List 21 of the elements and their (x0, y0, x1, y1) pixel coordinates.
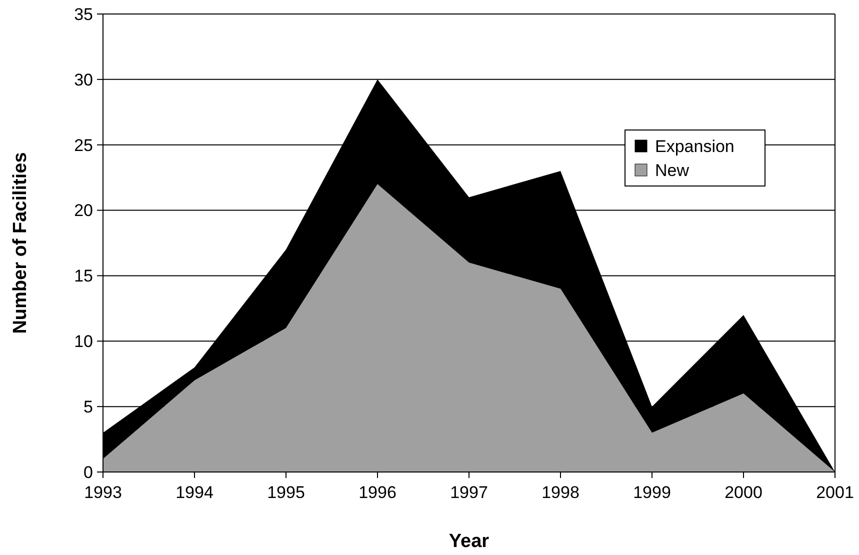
y-tick-label: 25 (74, 136, 93, 155)
y-tick-label: 5 (84, 398, 93, 417)
y-tick-label: 20 (74, 201, 93, 220)
y-tick-label: 15 (74, 266, 93, 286)
y-tick-label: 35 (74, 4, 93, 24)
legend-label: Expansion (655, 136, 734, 156)
x-axis-title: Year (448, 531, 490, 552)
y-tick-label: 10 (74, 332, 93, 352)
y-tick-label: 0 (84, 462, 93, 482)
x-tick-label: 2001 (816, 483, 854, 502)
y-axis-title: Number of Facilities (10, 152, 31, 334)
x-tick-label: 1995 (267, 483, 305, 502)
x-tick-label: 1997 (450, 483, 488, 502)
x-tick-label: 1994 (176, 483, 214, 502)
x-tick-label: 1998 (542, 483, 580, 502)
x-tick-label: 1996 (358, 483, 396, 502)
x-tick-label: 1999 (633, 483, 671, 502)
legend-label: New (655, 160, 690, 180)
x-tick-label: 2000 (724, 483, 762, 502)
y-tick-label: 30 (74, 70, 93, 90)
x-tick-label: 1993 (84, 483, 122, 502)
